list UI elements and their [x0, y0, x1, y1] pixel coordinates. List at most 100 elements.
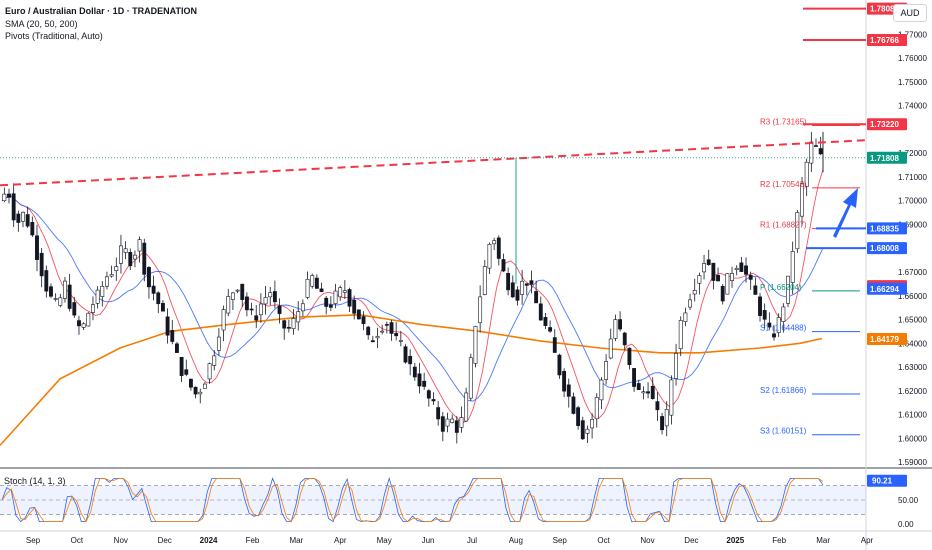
candle-body	[254, 315, 259, 321]
candle-body	[226, 296, 231, 314]
candle-body	[641, 391, 646, 394]
candle-body	[147, 267, 151, 288]
candle-body	[156, 292, 161, 305]
candle-body	[622, 332, 627, 346]
candle-body	[772, 333, 776, 338]
candle-body	[109, 274, 114, 277]
candle-body	[347, 289, 352, 307]
candle-body	[319, 288, 324, 292]
price-tick-label: 1.74000	[898, 102, 927, 111]
symbol-title[interactable]: Euro / Australian Dollar · 1D · TRADENAT…	[5, 6, 198, 16]
candle-body	[380, 330, 385, 333]
sma-indicator-label[interactable]: SMA (20, 50, 200)	[5, 19, 78, 29]
candle-body	[422, 380, 427, 387]
price-tick-label: 1.64000	[898, 339, 927, 348]
candle-body	[627, 347, 632, 366]
up-arrow-icon	[833, 188, 858, 238]
candle-body	[468, 357, 473, 399]
candle-body	[501, 259, 506, 272]
price-tick-label: 1.69000	[898, 220, 927, 229]
pivot-label: R1 (1.68827)	[760, 221, 807, 230]
candle-body	[198, 391, 203, 395]
candle-body	[660, 416, 664, 431]
price-tag-label: 1.64179	[870, 335, 899, 344]
candle-body	[492, 240, 497, 245]
candle-body	[310, 275, 315, 287]
price-tick-label: 1.71000	[898, 173, 927, 182]
candle-body	[16, 213, 21, 223]
price-tick-label: 1.59000	[898, 458, 927, 467]
time-tick-label: May	[377, 536, 392, 545]
candle-body	[786, 275, 790, 304]
candle-body	[496, 237, 501, 259]
candle-body	[669, 379, 674, 416]
candle-body	[748, 274, 753, 280]
candle-body	[291, 318, 296, 330]
pivots-indicator-label[interactable]: Pivots (Traditional, Auto)	[5, 31, 103, 41]
candle-body	[566, 384, 571, 397]
stoch-value-box	[867, 474, 907, 487]
candle-body	[314, 277, 319, 289]
candle-body	[39, 252, 44, 277]
candle-body	[179, 357, 184, 376]
candle-body	[706, 259, 711, 265]
price-tag-box	[867, 282, 907, 295]
candle-body	[576, 407, 581, 426]
candle-body	[394, 333, 399, 337]
candle-body	[296, 311, 301, 323]
candle-body	[263, 297, 268, 305]
candle-body	[711, 262, 716, 281]
candle-body	[202, 383, 207, 389]
price-tick-label: 1.67000	[898, 268, 927, 277]
candle-body	[216, 336, 221, 351]
time-tick-label: Oct	[71, 536, 84, 545]
currency-button[interactable]: AUD	[893, 4, 927, 22]
candle-body	[244, 296, 249, 311]
candle-body	[249, 308, 254, 311]
time-tick-label: 2025	[726, 536, 744, 545]
candle-body	[655, 401, 660, 411]
time-tick-label: Mar	[289, 536, 303, 545]
candle-body	[212, 355, 217, 366]
candle-body	[375, 336, 380, 339]
candle-body	[282, 320, 287, 329]
candle-body	[580, 420, 585, 440]
candle-body	[417, 373, 422, 387]
price-tick-label: 1.66000	[898, 292, 927, 301]
candle-body	[487, 244, 492, 269]
candle-body	[762, 310, 767, 320]
price-tag-box	[867, 34, 907, 47]
candle-body	[398, 340, 403, 342]
resistance-trendline	[0, 139, 867, 187]
candle-body	[44, 270, 49, 292]
price-tag-box	[867, 222, 907, 235]
time-tick-label: Nov	[640, 536, 654, 545]
price-tag-box	[867, 151, 907, 164]
candle-body	[515, 289, 520, 301]
candle-body	[548, 327, 553, 332]
candle-body	[370, 340, 375, 343]
candle-body	[534, 291, 539, 304]
candle-body	[599, 379, 604, 401]
time-tick-label: Jul	[467, 536, 477, 545]
stoch-indicator-label[interactable]: Stoch (14, 1, 3)	[4, 476, 66, 486]
candle-body	[342, 290, 347, 293]
pivot-label: R2 (1.70542)	[760, 180, 807, 189]
candle-body	[800, 183, 804, 217]
candle-body	[552, 337, 557, 353]
candle-body	[482, 266, 487, 295]
candle-body	[454, 420, 459, 433]
price-tag-label: 1.71808	[870, 154, 899, 163]
candle-body	[571, 396, 576, 414]
candle-body	[100, 286, 105, 297]
candle-body	[161, 303, 165, 312]
price-tick-label: 1.76000	[898, 54, 927, 63]
stoch-tick-label: 0.00	[898, 520, 914, 529]
candle-body	[445, 418, 450, 427]
candle-body	[174, 343, 179, 353]
candle-body	[412, 366, 417, 378]
candle-body	[529, 280, 534, 285]
candle-body	[30, 222, 35, 236]
candle-body	[7, 193, 11, 198]
